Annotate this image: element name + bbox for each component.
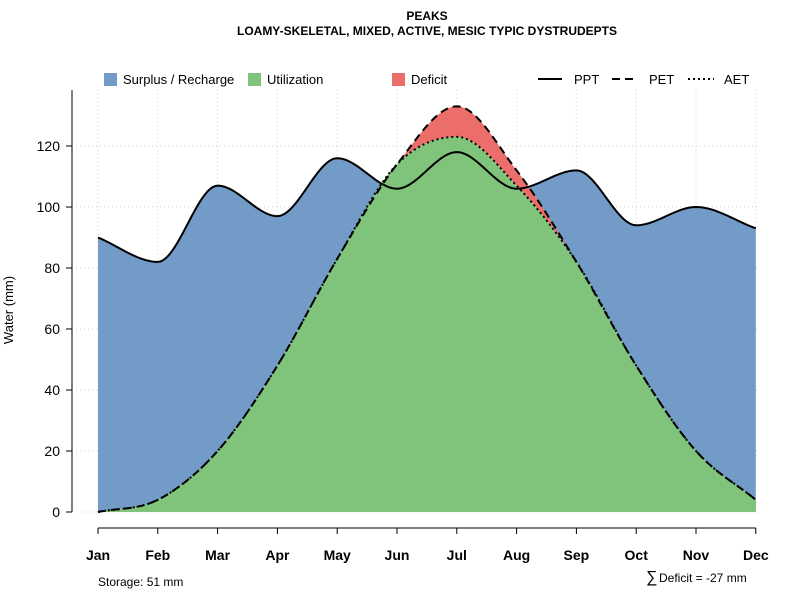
- x-tick-label: Nov: [683, 547, 710, 563]
- legend-label-surplus: Surplus / Recharge: [123, 72, 234, 87]
- deficit-annotation: Deficit = -27 mm: [659, 571, 747, 585]
- x-tick-label: Mar: [205, 547, 230, 563]
- legend-label-utilization: Utilization: [267, 72, 323, 87]
- x-tick-label: Jan: [86, 547, 110, 563]
- series-line-ppt: [97, 151, 757, 263]
- series-lines: [97, 105, 757, 513]
- legend: Surplus / Recharge Utilization Deficit P…: [104, 72, 749, 87]
- x-tick-label: Aug: [503, 547, 530, 563]
- y-tick-label: 60: [44, 321, 60, 337]
- legend-label-pet: PET: [649, 72, 674, 87]
- y-tick-label: 40: [44, 382, 60, 398]
- deficit-sum-icon: ∑: [646, 569, 657, 586]
- y-tick-label: 20: [44, 443, 60, 459]
- legend-label-deficit: Deficit: [411, 72, 448, 87]
- axes: 0 20 40 60 80 100 120 Jan Feb Mar Apr May Jun Jul Aug S…: [37, 90, 769, 563]
- legend-label-ppt: PPT: [574, 72, 599, 87]
- series-line-pet: [97, 105, 757, 513]
- y-axis-label: Water (mm): [1, 276, 16, 344]
- legend-swatch-surplus: [104, 73, 117, 86]
- x-tick-label: May: [324, 547, 351, 563]
- x-tick-label: Feb: [145, 547, 170, 563]
- x-tick-label: Jul: [447, 547, 467, 563]
- x-tick-label: Sep: [564, 547, 590, 563]
- x-tick-label: Oct: [625, 547, 649, 563]
- legend-label-aet: AET: [724, 72, 749, 87]
- legend-swatch-utilization: [248, 73, 261, 86]
- y-tick-label: 0: [52, 504, 60, 520]
- chart-subtitle: LOAMY-SKELETAL, MIXED, ACTIVE, MESIC TYP…: [237, 24, 617, 38]
- storage-annotation: Storage: 51 mm: [98, 575, 183, 589]
- chart-title: PEAKS: [406, 9, 447, 23]
- x-tick-label: Dec: [743, 547, 769, 563]
- plot-area: 0 20 40 60 80 100 120 Jan Feb Mar Apr May Jun Jul Aug S…: [37, 90, 769, 563]
- y-tick-label: 120: [37, 138, 61, 154]
- area-utilization: [98, 136, 756, 512]
- legend-swatch-deficit: [392, 73, 405, 86]
- x-tick-label: Apr: [265, 547, 290, 563]
- y-tick-label: 80: [44, 260, 60, 276]
- areas: [98, 106, 756, 512]
- y-tick-label: 100: [37, 199, 61, 215]
- x-tick-label: Jun: [385, 547, 410, 563]
